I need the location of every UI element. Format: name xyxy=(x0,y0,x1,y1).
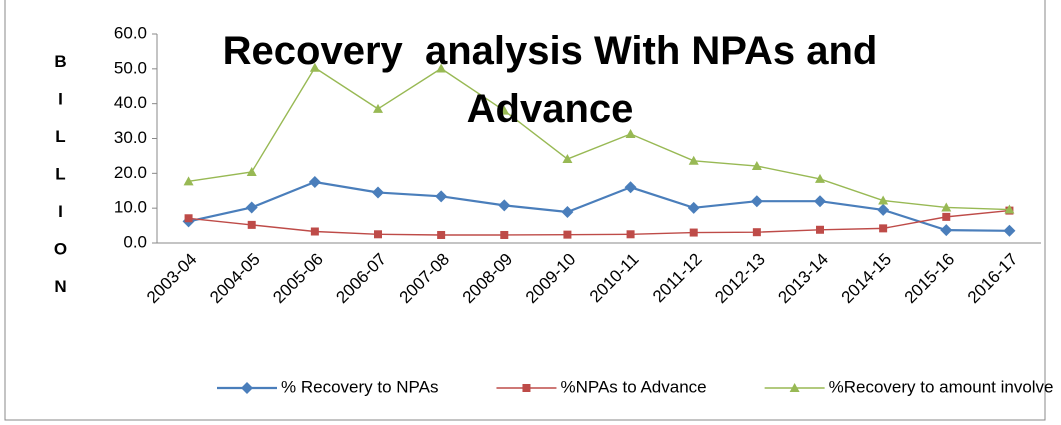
x-tick-label: 2006-07 xyxy=(332,250,390,308)
marker xyxy=(814,195,826,208)
marker xyxy=(625,128,636,138)
marker xyxy=(373,103,383,113)
x-tick-label: 2016-17 xyxy=(964,250,1022,308)
marker xyxy=(374,230,382,239)
x-tick-label: 2012-13 xyxy=(711,250,769,308)
marker xyxy=(184,214,193,223)
marker xyxy=(499,105,510,115)
marker xyxy=(751,161,762,171)
y-tick-label: 0.0 xyxy=(123,232,147,251)
marker xyxy=(308,176,321,189)
y-tick-label: 60.0 xyxy=(114,23,147,42)
marker xyxy=(816,225,824,234)
marker xyxy=(1004,204,1015,214)
marker xyxy=(437,230,446,239)
marker xyxy=(689,228,698,237)
marker xyxy=(624,181,637,194)
x-tick-label: 2007-08 xyxy=(396,250,454,308)
marker xyxy=(522,384,531,392)
x-tick-label: 2014-15 xyxy=(838,250,896,308)
frame xyxy=(4,0,1046,421)
marker xyxy=(245,201,258,214)
chart-title: Recovery analysis With NPAs and Advance xyxy=(222,29,887,131)
y-tick-label: 20.0 xyxy=(114,163,147,182)
x-tick-label: 2004-05 xyxy=(206,250,264,308)
marker xyxy=(878,195,889,205)
x-tick-label: 2009-10 xyxy=(522,250,580,308)
marker xyxy=(752,228,761,237)
marker xyxy=(942,212,951,221)
y-tick-label: 50.0 xyxy=(114,58,147,77)
legend-label: %NPAs to Advance xyxy=(560,377,706,396)
marker xyxy=(241,382,253,394)
marker xyxy=(562,154,573,164)
x-tick-label: 2003-04 xyxy=(143,250,201,308)
marker xyxy=(183,176,194,186)
marker xyxy=(626,230,635,239)
marker xyxy=(877,203,890,216)
x-tick-label: 2005-06 xyxy=(269,250,327,308)
marker xyxy=(561,205,574,218)
marker xyxy=(941,202,952,212)
legend-label: %Recovery to amount involve xyxy=(829,377,1054,396)
series-line xyxy=(188,209,1010,236)
x-tick-label: 2010-11 xyxy=(586,250,643,307)
x-tick-label: 2011-12 xyxy=(649,250,706,307)
y-tick-label: 40.0 xyxy=(114,93,147,112)
y-axis-label: BILLION xyxy=(51,52,70,315)
marker xyxy=(372,186,384,199)
marker xyxy=(247,220,256,229)
series-line xyxy=(188,66,1010,211)
marker xyxy=(750,195,763,208)
legend-label: % Recovery to NPAs xyxy=(281,377,438,396)
x-tick-label: 2013-14 xyxy=(774,250,832,308)
marker xyxy=(815,173,825,183)
x-tick-label: 2015-16 xyxy=(901,250,959,308)
marker xyxy=(310,227,319,236)
marker xyxy=(789,383,800,392)
marker xyxy=(498,199,511,212)
marker xyxy=(500,230,509,239)
x-tick-label: 2008-09 xyxy=(459,250,517,308)
y-tick-label: 30.0 xyxy=(114,128,147,147)
marker xyxy=(436,63,447,73)
marker xyxy=(563,230,572,239)
series-line xyxy=(188,180,1010,232)
marker xyxy=(246,166,257,176)
marker xyxy=(879,224,888,233)
marker xyxy=(940,224,953,237)
marker xyxy=(309,62,320,72)
marker xyxy=(1003,224,1016,237)
marker xyxy=(435,190,448,203)
marker xyxy=(688,155,699,165)
y-tick-label: 10.0 xyxy=(114,198,147,217)
marker xyxy=(687,201,700,214)
